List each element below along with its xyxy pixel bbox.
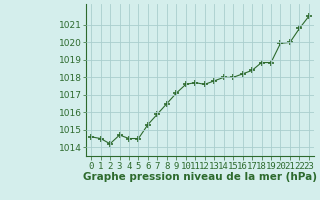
X-axis label: Graphe pression niveau de la mer (hPa): Graphe pression niveau de la mer (hPa) — [83, 172, 317, 182]
